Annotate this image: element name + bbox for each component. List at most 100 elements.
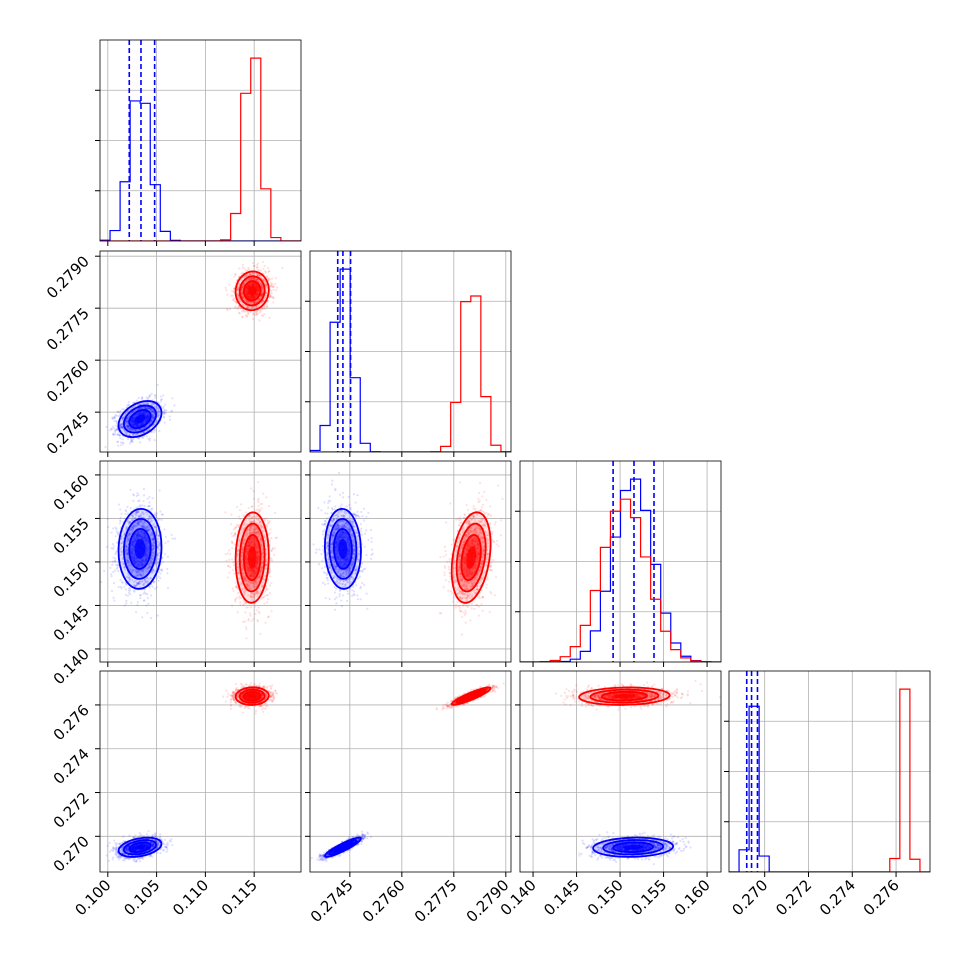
scatter-point	[260, 282, 263, 285]
scatter-point	[256, 277, 259, 281]
scatter-point	[166, 586, 170, 590]
scatter-point	[139, 407, 142, 410]
scatter-point	[111, 543, 115, 546]
scatter-point	[131, 429, 135, 432]
scatter-point	[233, 287, 236, 290]
scatter-point	[137, 522, 140, 525]
scatter-point	[156, 547, 159, 550]
scatter-point	[162, 415, 165, 418]
scatter-point	[153, 541, 156, 544]
scatter-point	[150, 558, 153, 561]
scatter-point	[122, 417, 125, 420]
scatter-point	[157, 416, 160, 419]
scatter-point	[137, 520, 140, 523]
scatter-point	[151, 415, 154, 419]
scatter-point	[115, 563, 118, 566]
scatter-point	[122, 408, 125, 411]
scatter-point	[127, 589, 131, 592]
scatter-point	[160, 513, 164, 516]
scatter-point	[146, 580, 149, 583]
scatter-point	[152, 542, 155, 545]
scatter-point	[263, 270, 267, 273]
scatter-point	[148, 422, 151, 425]
scatter-point	[150, 560, 153, 563]
scatter-point	[237, 297, 241, 300]
scatter-point	[127, 400, 130, 404]
contour-line-0	[117, 400, 163, 438]
scatter-point	[146, 611, 149, 614]
scatter-point	[262, 279, 265, 282]
scatter-point	[131, 438, 134, 442]
scatter-point	[239, 603, 242, 607]
scatter-point	[274, 277, 278, 280]
scatter-point	[245, 268, 249, 272]
scatter-point	[150, 410, 153, 413]
scatter-point	[240, 286, 244, 289]
scatter-point	[261, 288, 265, 292]
scatter-point	[126, 424, 130, 427]
scatter-point	[150, 508, 153, 511]
scatter-point	[129, 593, 132, 596]
scatter-point	[243, 281, 246, 284]
scatter-point	[124, 513, 127, 516]
scatter-point	[146, 528, 149, 531]
scatter-point	[148, 406, 151, 410]
scatter-point	[139, 594, 142, 597]
scatter-point	[258, 311, 262, 314]
scatter-point	[271, 283, 274, 286]
scatter-point	[126, 559, 129, 562]
scatter-point	[152, 546, 155, 549]
scatter-point	[151, 558, 154, 561]
scatter-point	[149, 421, 152, 424]
scatter-point	[126, 512, 129, 515]
scatter-point	[126, 594, 130, 597]
scatter-point	[113, 415, 116, 419]
scatter-point	[147, 505, 150, 508]
scatter-point	[262, 278, 265, 281]
scatter-point	[148, 501, 151, 504]
scatter-point	[127, 424, 130, 427]
scatter-point	[137, 582, 140, 585]
scatter-point	[237, 515, 241, 518]
scatter-point	[241, 310, 244, 313]
scatter-point	[239, 596, 243, 600]
scatter-point	[261, 307, 264, 310]
scatter-point	[156, 410, 159, 413]
scatter-point	[251, 306, 254, 309]
scatter-point	[131, 526, 135, 529]
scatter-point	[125, 553, 128, 556]
scatter-point	[142, 500, 145, 503]
scatter-point	[157, 575, 160, 578]
scatter-point	[246, 273, 249, 276]
scatter-point	[244, 304, 247, 308]
scatter-point	[146, 593, 149, 596]
scatter-point	[154, 394, 157, 398]
scatter-point	[228, 307, 232, 311]
scatter-point	[135, 522, 139, 525]
scatter-point	[148, 528, 151, 531]
scatter-point	[236, 294, 240, 297]
scatter-point	[251, 277, 254, 280]
scatter-point	[247, 301, 250, 304]
scatter-point	[236, 307, 239, 310]
scatter-point	[137, 522, 140, 525]
scatter-point	[245, 315, 248, 318]
scatter-point	[152, 410, 155, 413]
scatter-point	[148, 566, 151, 569]
scatter-point	[121, 425, 124, 428]
scatter-point	[117, 503, 121, 506]
scatter-point	[127, 425, 130, 428]
scatter-point	[140, 521, 143, 524]
scatter-point	[269, 278, 272, 281]
scatter-point	[255, 278, 258, 281]
scatter-point	[135, 511, 138, 514]
scatter-point	[137, 573, 140, 576]
scatter-point	[139, 432, 142, 435]
scatter-point	[137, 569, 140, 572]
scatter-point	[158, 544, 162, 547]
scatter-point	[129, 488, 132, 491]
scatter-point	[114, 559, 117, 562]
scatter-point	[127, 428, 130, 431]
scatter-point	[150, 594, 153, 597]
scatter-point	[147, 428, 150, 431]
